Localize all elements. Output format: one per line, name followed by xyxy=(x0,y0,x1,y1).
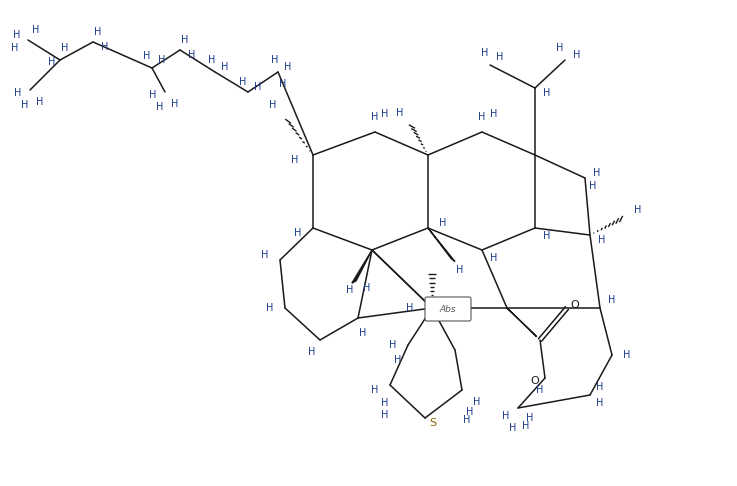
Text: H: H xyxy=(240,77,247,87)
Text: O: O xyxy=(531,376,539,386)
Text: H: H xyxy=(360,328,367,338)
Text: H: H xyxy=(32,25,40,35)
Text: Abs: Abs xyxy=(440,306,456,314)
Text: H: H xyxy=(209,55,216,65)
Text: H: H xyxy=(381,410,388,420)
Text: H: H xyxy=(158,55,166,65)
Text: H: H xyxy=(49,57,56,67)
Text: H: H xyxy=(269,100,276,110)
Text: H: H xyxy=(593,168,601,178)
Text: H: H xyxy=(101,42,108,52)
Text: O: O xyxy=(570,300,579,310)
Text: H: H xyxy=(503,411,510,421)
Text: H: H xyxy=(150,90,157,100)
Text: H: H xyxy=(456,265,464,275)
Polygon shape xyxy=(507,308,537,337)
Text: H: H xyxy=(381,398,388,408)
Text: H: H xyxy=(291,155,298,165)
Text: H: H xyxy=(308,347,315,357)
FancyBboxPatch shape xyxy=(425,297,471,321)
Text: H: H xyxy=(181,35,189,45)
Text: H: H xyxy=(262,250,269,260)
Text: H: H xyxy=(473,397,481,407)
Text: H: H xyxy=(537,385,544,395)
Text: H: H xyxy=(279,79,287,89)
Polygon shape xyxy=(428,228,455,261)
Text: H: H xyxy=(397,108,404,118)
Text: H: H xyxy=(221,62,228,72)
Text: H: H xyxy=(598,235,606,245)
Polygon shape xyxy=(352,250,372,283)
Text: H: H xyxy=(509,423,517,433)
Text: H: H xyxy=(556,43,564,53)
Text: H: H xyxy=(490,253,497,263)
Text: H: H xyxy=(36,97,43,107)
Text: H: H xyxy=(21,100,29,110)
Text: H: H xyxy=(294,228,301,238)
Text: H: H xyxy=(189,50,196,60)
Text: H: H xyxy=(624,350,631,360)
Text: H: H xyxy=(573,50,581,60)
Text: H: H xyxy=(156,102,164,112)
Text: H: H xyxy=(381,109,388,119)
Text: H: H xyxy=(590,181,597,191)
Text: H: H xyxy=(271,55,279,65)
Text: H: H xyxy=(371,385,379,395)
Text: H: H xyxy=(464,415,471,425)
Text: H: H xyxy=(94,27,102,37)
Text: H: H xyxy=(266,303,273,313)
Text: H: H xyxy=(467,407,474,417)
Text: H: H xyxy=(254,82,262,92)
Text: S: S xyxy=(430,418,436,428)
Text: H: H xyxy=(61,43,69,53)
Text: H: H xyxy=(406,303,413,313)
Text: H: H xyxy=(13,30,21,40)
Text: H: H xyxy=(371,112,379,122)
Text: H: H xyxy=(496,52,503,62)
Text: H: H xyxy=(394,355,402,365)
Text: H: H xyxy=(346,285,354,295)
Text: H: H xyxy=(363,283,371,293)
Text: H: H xyxy=(14,88,21,98)
Text: H: H xyxy=(11,43,18,53)
Text: H: H xyxy=(635,205,642,215)
Text: H: H xyxy=(389,340,397,350)
Text: H: H xyxy=(596,382,604,392)
Text: H: H xyxy=(478,112,486,122)
Text: H: H xyxy=(523,421,530,431)
Text: H: H xyxy=(439,218,447,228)
Text: H: H xyxy=(543,231,551,241)
Text: H: H xyxy=(526,413,534,423)
Text: H: H xyxy=(608,295,615,305)
Text: H: H xyxy=(490,109,497,119)
Text: H: H xyxy=(284,62,292,72)
Text: H: H xyxy=(481,48,489,58)
Text: H: H xyxy=(171,99,178,109)
Text: H: H xyxy=(543,88,551,98)
Text: H: H xyxy=(143,51,150,61)
Text: H: H xyxy=(596,398,604,408)
